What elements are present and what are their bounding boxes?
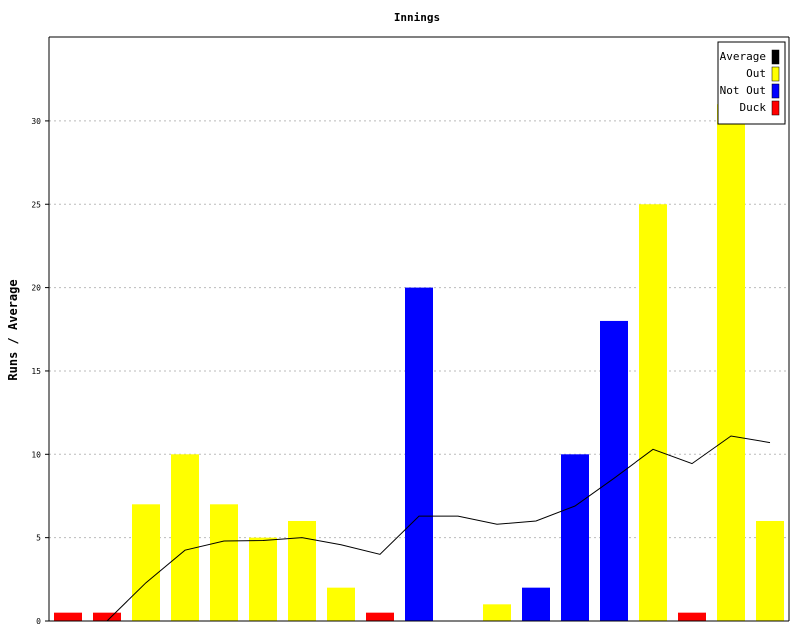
bar-out: [639, 204, 667, 621]
legend-swatch: [771, 66, 780, 82]
average-line: [106, 435, 771, 622]
legend-swatch: [771, 83, 780, 99]
y-tick-label: 25: [31, 200, 41, 209]
legend-swatch: [771, 100, 780, 116]
bar-out: [483, 604, 511, 621]
y-tick-label: 30: [31, 117, 41, 126]
legend-swatch: [771, 49, 780, 65]
legend-label: Average: [720, 50, 766, 63]
bar-out: [717, 104, 745, 622]
legend: Average Out Not Out Duck: [717, 41, 786, 125]
bar-duck: [93, 612, 121, 621]
bar-not-out: [561, 454, 589, 621]
bar-out: [327, 587, 355, 621]
y-tick-label: 15: [31, 367, 41, 376]
bars: [54, 104, 784, 622]
bar-not-out: [405, 287, 433, 621]
bar-out: [132, 504, 160, 621]
y-axis-label: Runs / Average: [6, 279, 20, 380]
bar-out: [171, 454, 199, 621]
legend-label: Out: [746, 67, 766, 80]
y-tick-label: 0: [36, 617, 41, 626]
bar-duck: [366, 612, 394, 621]
bar-out: [210, 504, 238, 621]
bar-duck: [54, 612, 82, 621]
chart-title: Innings: [394, 11, 440, 24]
y-tick-label: 5: [36, 534, 41, 543]
y-tick-label: 10: [31, 450, 41, 459]
bar-not-out: [522, 587, 550, 621]
bar-duck: [678, 612, 706, 621]
y-tick-label: 20: [31, 284, 41, 293]
axes: [48, 36, 790, 622]
bar-out: [288, 520, 316, 621]
bar-out: [756, 520, 784, 621]
legend-label: Duck: [740, 101, 767, 114]
y-axis-ticks: 0 5 10 15 20 25 30: [31, 117, 49, 626]
bar-out: [249, 537, 277, 621]
legend-label: Not Out: [720, 84, 766, 97]
